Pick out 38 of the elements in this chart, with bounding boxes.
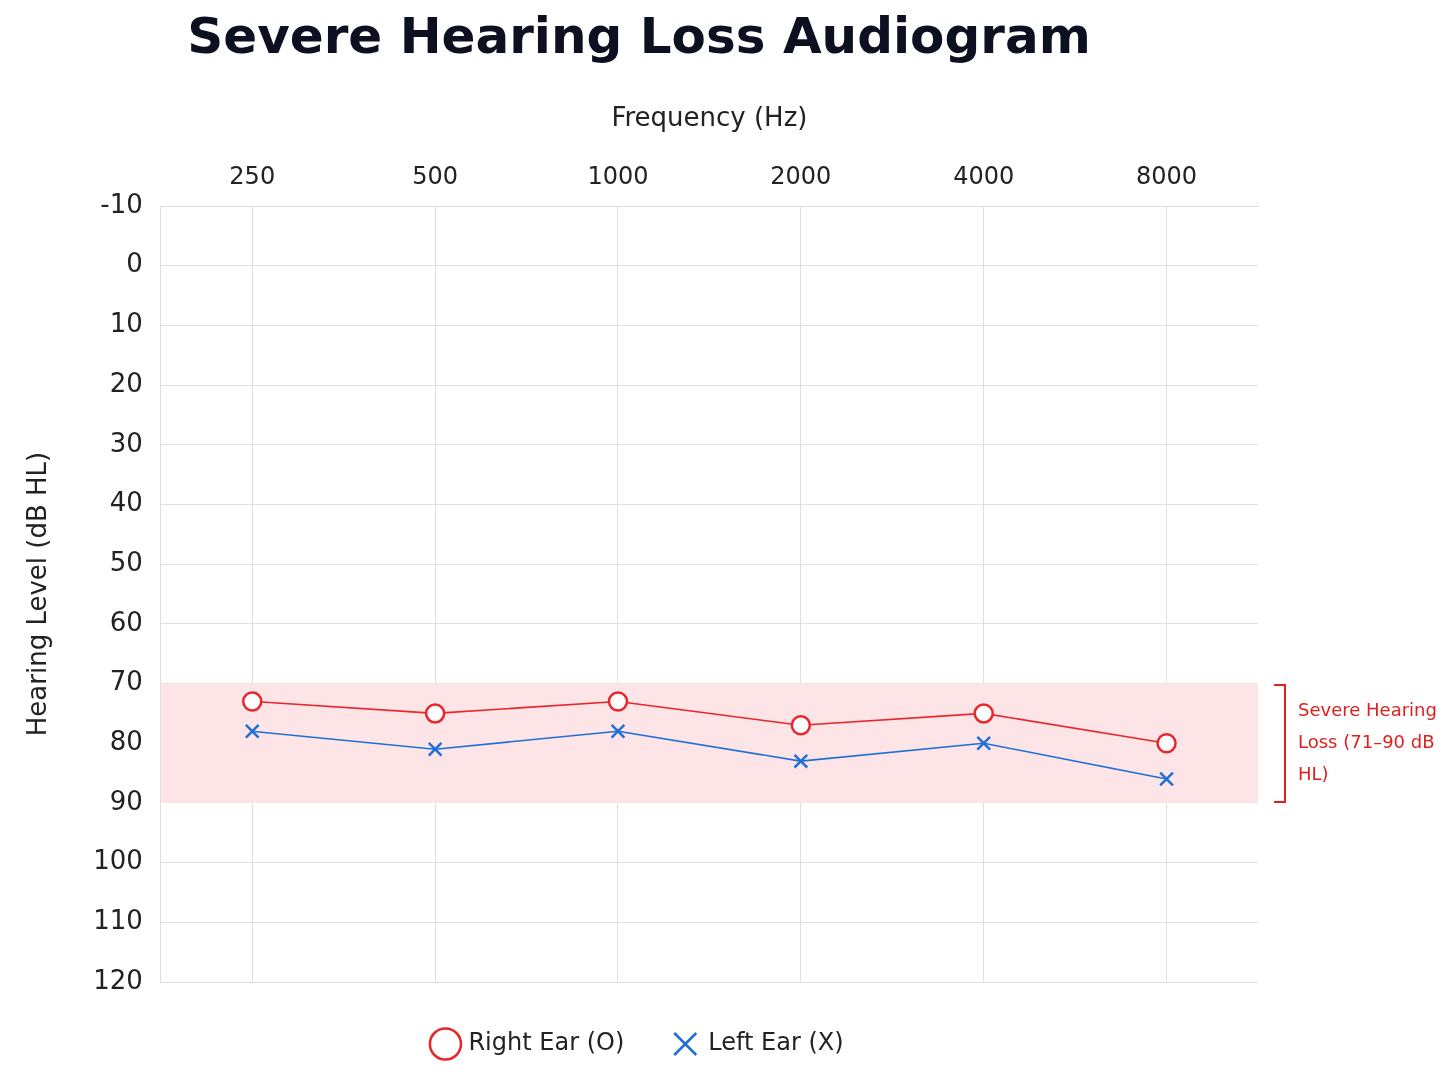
point (793, 753, 809, 769)
point (427, 741, 443, 757)
y-tick-label: 40 (109, 487, 143, 518)
x-tick-label: 8000 (1136, 161, 1198, 190)
x-axis-title: Frequency (Hz) (611, 102, 808, 133)
y-tick-label: 70 (109, 666, 143, 697)
y-tick-label: 50 (109, 546, 143, 577)
y-tick-label: -10 (100, 188, 143, 219)
x-tick-label: 250 (229, 161, 276, 190)
y-axis-title: Hearing Level (dB HL) (22, 451, 53, 737)
point (607, 691, 629, 712)
y-tick-label: 80 (109, 725, 143, 756)
point (976, 735, 992, 751)
band-label: Severe Hearing Loss (71–90 dB HL) (1298, 698, 1437, 784)
y-tick-label: 60 (109, 606, 143, 637)
x-tick-label: 1000 (587, 161, 649, 190)
legend-label: Left Ear (X) (708, 1028, 844, 1057)
y-tick-label: 30 (109, 427, 143, 458)
x-tick-label: 2000 (770, 161, 832, 190)
point (242, 691, 263, 712)
y-tick-label: 0 (126, 248, 143, 279)
point (1156, 732, 1177, 754)
chart-title: Severe Hearing Loss Audiogram (187, 6, 1091, 65)
point (424, 703, 446, 724)
x-tick-label: 4000 (953, 161, 1015, 190)
point (790, 715, 812, 736)
point (973, 703, 994, 724)
legend-label: Right Ear (O) (468, 1028, 625, 1057)
y-tick-label: 20 (109, 367, 143, 398)
y-tick-label: 10 (109, 308, 143, 339)
y-tick-label: 110 (93, 905, 143, 936)
point (244, 723, 260, 739)
point (1158, 771, 1175, 787)
point (610, 723, 626, 739)
y-tick-label: 100 (93, 845, 143, 876)
y-tick-label: 120 (93, 964, 143, 995)
x-tick-label: 500 (412, 161, 459, 190)
y-tick-label: 90 (109, 785, 143, 816)
